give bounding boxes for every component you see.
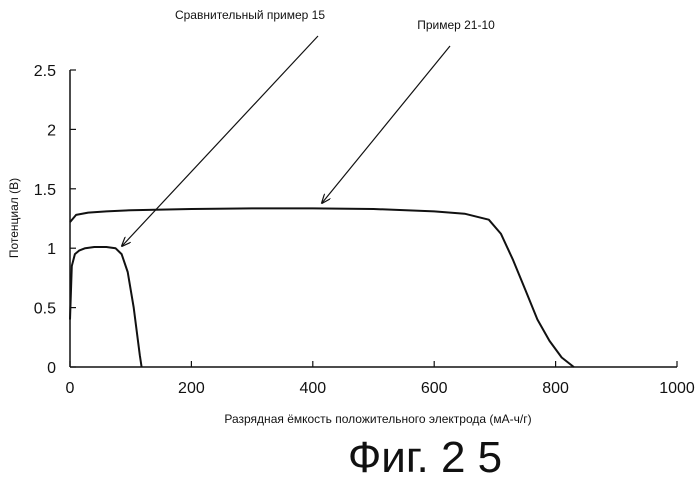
x-tick-label-4: 800 <box>542 380 569 397</box>
annotation-arrow-comparative-15 <box>122 36 318 246</box>
y-tick-label-2: 1 <box>47 241 56 258</box>
x-tick-label-0: 0 <box>66 380 75 397</box>
annotation-comparative-15: Сравнительный пример 15 <box>175 8 325 22</box>
figure-label: Фиг. 2 5 <box>348 433 502 479</box>
x-tick-label-5: 1000 <box>659 380 695 397</box>
series-line-0 <box>70 208 574 367</box>
x-tick-label-2: 400 <box>299 380 326 397</box>
y-tick-label-1: 0.5 <box>34 301 56 318</box>
x-tick-label-1: 200 <box>178 380 205 397</box>
annotation-example-21-10: Пример 21-10 <box>417 18 495 32</box>
y-axis-label: Потенциал (В) <box>7 178 21 258</box>
y-tick-label-4: 2 <box>47 122 56 139</box>
y-tick-label-5: 2.5 <box>34 63 56 80</box>
series-line-1 <box>70 247 142 367</box>
y-tick-label-3: 1.5 <box>34 182 56 199</box>
x-tick-label-3: 600 <box>421 380 448 397</box>
y-tick-label-0: 0 <box>47 360 56 377</box>
annotation-arrow-example-21-10 <box>322 46 450 203</box>
x-axis-label: Разрядная ёмкость положительного электро… <box>224 412 531 426</box>
